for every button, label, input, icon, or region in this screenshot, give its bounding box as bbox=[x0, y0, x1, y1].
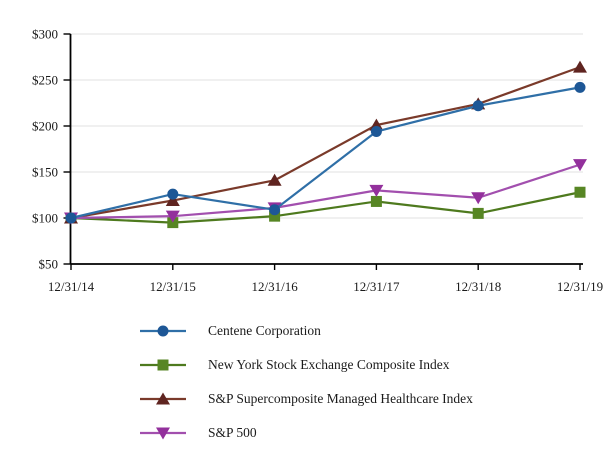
series-1-point-2 bbox=[269, 210, 281, 222]
legend-label-2: S&P Supercomposite Managed Healthcare In… bbox=[208, 391, 473, 406]
plot-area: $50 $100 $150 $200 $250 $300 12/31/14 12/31/15 1… bbox=[32, 27, 603, 295]
legend-label-0: Centene Corporation bbox=[208, 323, 321, 338]
series-0-point-5 bbox=[574, 81, 586, 93]
series-3-point-5 bbox=[573, 159, 587, 172]
legend-triangle-up-icon bbox=[140, 392, 186, 405]
legend-label-1: New York Stock Exchange Composite Index bbox=[208, 357, 450, 372]
legend-marker-0 bbox=[157, 325, 169, 337]
series-1-point-4 bbox=[472, 207, 484, 219]
legend-marker-2 bbox=[156, 392, 170, 405]
series-line-2 bbox=[70, 66, 581, 220]
series-3-point-4 bbox=[471, 192, 486, 205]
series-1-point-3 bbox=[370, 195, 382, 207]
series-0-point-3 bbox=[370, 126, 382, 138]
y-tick-label-100: $100 bbox=[32, 211, 58, 226]
series-0-point-2 bbox=[269, 204, 281, 216]
legend-triangle-down-icon bbox=[140, 427, 186, 440]
series-0-point-0 bbox=[65, 212, 77, 224]
series-3-point-1 bbox=[165, 210, 180, 223]
legend-square-icon bbox=[140, 359, 186, 371]
x-tick-label-4: 12/31/18 bbox=[455, 279, 501, 294]
y-tick-label-150: $150 bbox=[32, 165, 58, 180]
legend-marker-1 bbox=[157, 359, 169, 371]
legend-item-0: Centene Corporation bbox=[140, 321, 473, 341]
legend-label-3: S&P 500 bbox=[208, 425, 257, 440]
series-2-point-5 bbox=[573, 60, 587, 73]
y-tick-label-300: $300 bbox=[32, 27, 58, 42]
legend-item-3: S&P 500 bbox=[140, 423, 473, 443]
legend-circle-icon bbox=[140, 325, 186, 337]
y-tick-label-200: $200 bbox=[32, 119, 58, 134]
series-line-1 bbox=[70, 191, 581, 224]
series-0-point-4 bbox=[472, 100, 484, 112]
series-1-point-5 bbox=[574, 186, 586, 198]
series-2-point-1 bbox=[165, 194, 180, 207]
y-tick-label-250: $250 bbox=[32, 73, 58, 88]
x-tick-label-5: 12/31/19 bbox=[557, 279, 603, 294]
series-2-point-2 bbox=[267, 173, 282, 186]
legend-marker-3 bbox=[156, 427, 170, 440]
chart-legend: Centene Corporation New York Stock Exchan… bbox=[140, 321, 473, 443]
x-tick-label-0: 12/31/14 bbox=[48, 279, 95, 294]
series-line-0 bbox=[70, 86, 581, 220]
legend-item-2: S&P Supercomposite Managed Healthcare In… bbox=[140, 389, 473, 409]
series-3-point-3 bbox=[369, 184, 384, 197]
x-tick-label-1: 12/31/15 bbox=[150, 279, 196, 294]
x-tick-label-2: 12/31/16 bbox=[251, 279, 298, 294]
series-line-3 bbox=[70, 163, 581, 220]
legend-item-1: New York Stock Exchange Composite Index bbox=[140, 355, 473, 375]
y-tick-label-50: $50 bbox=[39, 257, 59, 272]
series-0-point-1 bbox=[167, 188, 179, 200]
x-tick-label-3: 12/31/17 bbox=[353, 279, 400, 294]
